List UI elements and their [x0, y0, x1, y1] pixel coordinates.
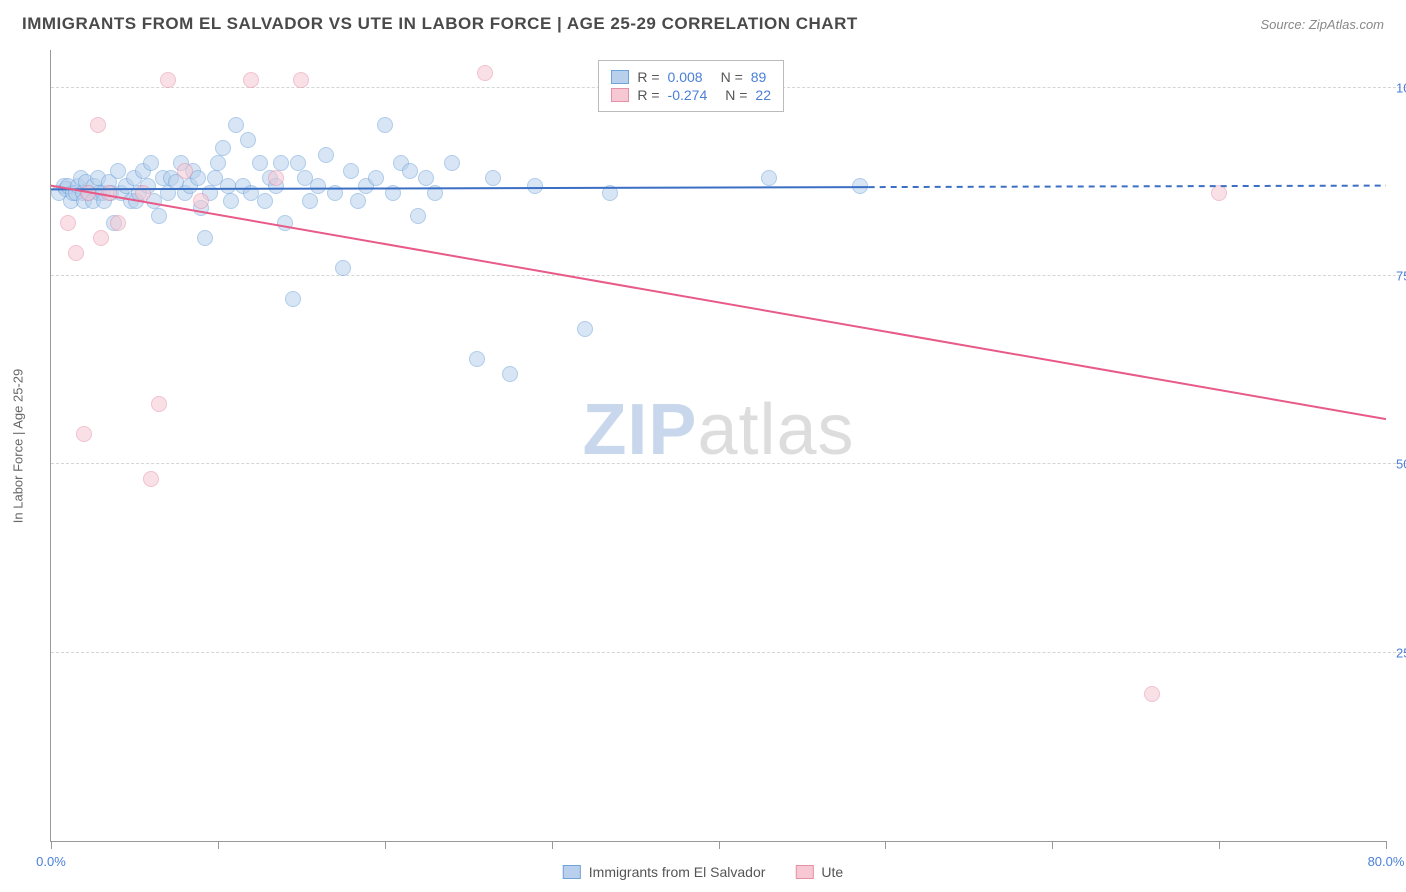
x-tick [552, 841, 553, 849]
legend-n-label: N = [725, 87, 747, 103]
x-tick-label: 0.0% [36, 854, 66, 869]
x-tick [218, 841, 219, 849]
legend-swatch [611, 88, 629, 102]
y-tick-label: 50.0% [1396, 457, 1406, 472]
legend-r-value: -0.274 [668, 87, 708, 103]
legend-r-value: 0.008 [668, 69, 703, 85]
correlation-legend: R = 0.008 N = 89 R = -0.274 N = 22 [598, 60, 784, 112]
x-tick [1052, 841, 1053, 849]
legend-r-label: R = [637, 69, 659, 85]
y-axis-label: In Labor Force | Age 25-29 [11, 369, 26, 523]
trend-line-dashed [869, 186, 1386, 188]
legend-row: R = 0.008 N = 89 [611, 69, 771, 85]
legend-row: R = -0.274 N = 22 [611, 87, 771, 103]
legend-n-value: 89 [751, 69, 767, 85]
x-tick [885, 841, 886, 849]
legend-swatch [563, 865, 581, 879]
chart-plot-area: 25.0%50.0%75.0%100.0%0.0%80.0% ZIPatlas … [50, 50, 1386, 842]
trend-line [51, 186, 1386, 420]
legend-r-label: R = [637, 87, 659, 103]
x-tick [385, 841, 386, 849]
series-legend: Immigrants from El Salvador Ute [563, 864, 843, 880]
x-tick-label: 80.0% [1368, 854, 1405, 869]
legend-label: Immigrants from El Salvador [589, 864, 766, 880]
y-tick-label: 100.0% [1396, 80, 1406, 95]
legend-n-label: N = [721, 69, 743, 85]
legend-item: Ute [795, 864, 843, 880]
trend-line [51, 187, 869, 189]
legend-item: Immigrants from El Salvador [563, 864, 766, 880]
x-tick [51, 841, 52, 849]
x-tick [1386, 841, 1387, 849]
legend-swatch [611, 70, 629, 84]
legend-label: Ute [821, 864, 843, 880]
y-tick-label: 25.0% [1396, 645, 1406, 660]
chart-title: IMMIGRANTS FROM EL SALVADOR VS UTE IN LA… [22, 14, 858, 34]
y-tick-label: 75.0% [1396, 269, 1406, 284]
legend-n-value: 22 [755, 87, 771, 103]
source-attribution: Source: ZipAtlas.com [1260, 17, 1384, 32]
x-tick [719, 841, 720, 849]
x-tick [1219, 841, 1220, 849]
legend-swatch [795, 865, 813, 879]
